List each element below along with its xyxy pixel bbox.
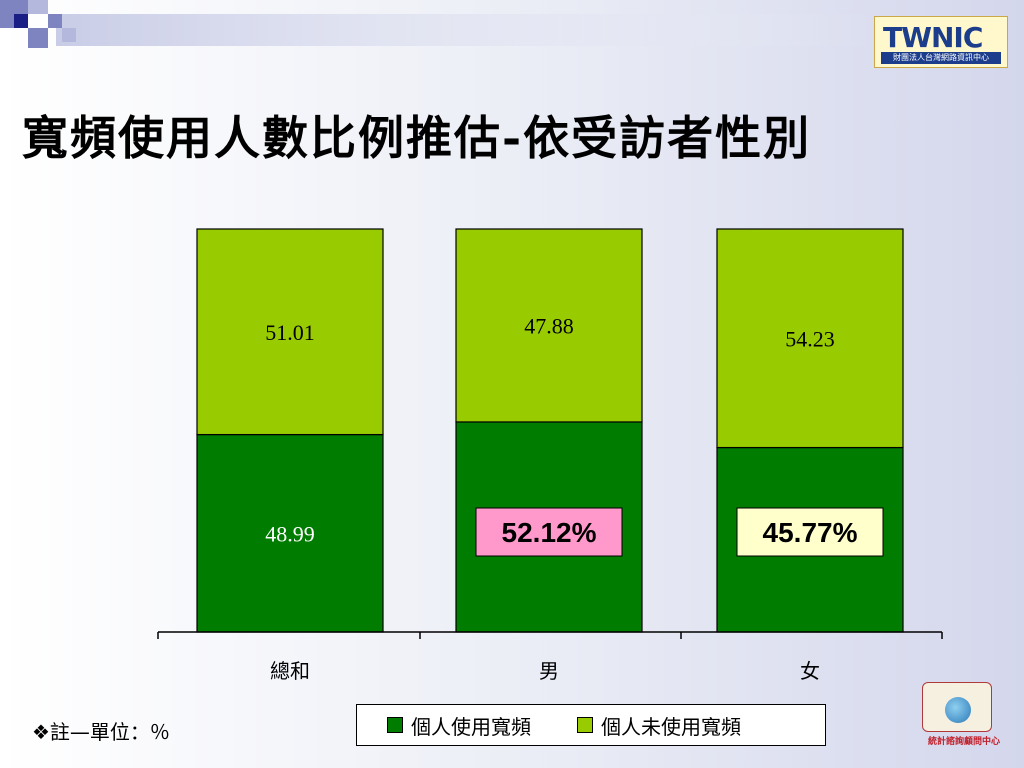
unit-note: ❖註—單位：％ [32, 720, 170, 744]
legend-entry-used: 個人使用寬頻 [387, 711, 531, 740]
page-title: 寬頻使用人數比例推估-依受訪者性別 [22, 111, 812, 165]
legend-swatch-unused [577, 717, 593, 733]
globe-icon [945, 697, 971, 723]
bar-segment-unused-1 [455, 228, 643, 423]
legend-label-unused: 個人未使用寬頻 [601, 714, 741, 739]
corner-decoration [0, 0, 896, 48]
data-label-unused-0: 51.01 [265, 320, 315, 345]
callout-text-1: 45.77% [763, 517, 858, 548]
x-tick-label-1: 男 [539, 659, 559, 683]
fju-logo: 統計諮詢顧問中心 [916, 680, 1012, 750]
data-label-unused-1: 47.88 [524, 313, 574, 338]
stacked-bar-chart: 48.99 51.01 總和 47.88 男 54.23 女 52.12% 45.77% [157, 228, 943, 683]
bar-segment-unused-2 [716, 228, 904, 449]
x-tick-label-0: 總和 [270, 659, 310, 683]
callout-box-0 [475, 507, 623, 557]
chart-legend: 個人使用寬頻 個人未使用寬頻 [356, 704, 826, 746]
x-tick-label-2: 女 [800, 659, 820, 683]
callout-text-0: 52.12% [502, 517, 597, 548]
twnic-logo-subtitle: 財團法人台灣網路資訊中心 [881, 52, 1001, 64]
twnic-logo: TWNIC 財團法人台灣網路資訊中心 [874, 16, 1008, 68]
legend-label-used: 個人使用寬頻 [411, 714, 531, 739]
callout-box-1 [736, 507, 884, 557]
twnic-logo-word: TWNIC [883, 21, 983, 54]
data-label-unused-2: 54.23 [785, 326, 835, 351]
legend-entry-unused: 個人未使用寬頻 [577, 711, 741, 740]
fju-logo-badge [922, 682, 992, 732]
legend-swatch-used [387, 717, 403, 733]
bar-segment-unused-0 [196, 228, 384, 436]
data-label-used-0: 48.99 [265, 521, 315, 546]
fju-logo-caption: 統計諮詢顧問中心 [927, 737, 1000, 747]
